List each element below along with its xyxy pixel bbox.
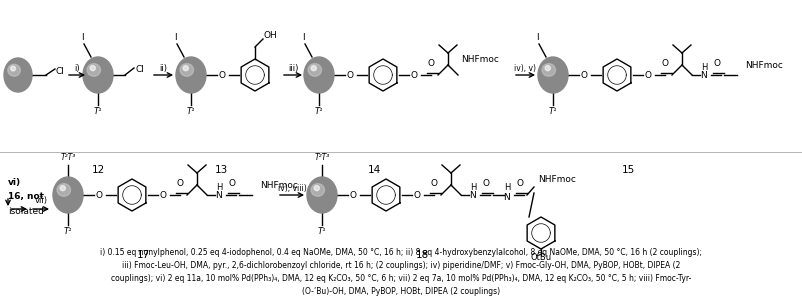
Ellipse shape: [545, 66, 549, 71]
Ellipse shape: [314, 186, 319, 191]
Text: I: I: [173, 34, 176, 42]
Ellipse shape: [10, 66, 15, 71]
Text: isolated: isolated: [8, 207, 44, 215]
Text: iv), v): iv), v): [514, 64, 536, 72]
Ellipse shape: [183, 66, 188, 71]
Ellipse shape: [310, 66, 316, 71]
Text: O: O: [482, 179, 489, 188]
Ellipse shape: [4, 58, 32, 92]
Text: i) 0.15 eq nonylphenol, 0.25 eq 4-iodophenol, 0.4 eq NaOMe, DMA, 50 °C, 16 h; ii: i) 0.15 eq nonylphenol, 0.25 eq 4-iodoph…: [100, 248, 701, 257]
Text: Cl: Cl: [55, 66, 64, 75]
Text: H: H: [503, 184, 509, 192]
Text: NHFmoc: NHFmoc: [460, 55, 498, 65]
Ellipse shape: [541, 64, 555, 76]
Text: H: H: [700, 64, 707, 72]
Text: T¹: T¹: [63, 228, 72, 237]
Text: O: O: [644, 71, 650, 79]
Ellipse shape: [57, 184, 71, 196]
Text: vii): vii): [34, 195, 47, 205]
Text: O: O: [349, 191, 356, 199]
Text: iii) Fmoc-Leu-OH, DMA, pyr., 2,6-dichlorobenzoyl chloride, rt 16 h; (2 couplings: iii) Fmoc-Leu-OH, DMA, pyr., 2,6-dichlor…: [122, 261, 679, 270]
Text: 17: 17: [136, 250, 149, 260]
Text: NHFmoc: NHFmoc: [744, 61, 782, 69]
Text: O: O: [661, 59, 668, 68]
Ellipse shape: [90, 66, 95, 71]
Text: 15: 15: [621, 165, 634, 175]
Text: I: I: [302, 34, 304, 42]
Text: couplings); vi) 2 eq 11a, 10 mol% Pd(PPh₃)₄, DMA, 12 eq K₂CO₃, 50 °C, 6 h; vii) : couplings); vi) 2 eq 11a, 10 mol% Pd(PPh…: [111, 274, 691, 283]
Text: NHFmoc: NHFmoc: [260, 181, 298, 189]
Text: N: N: [700, 72, 707, 81]
Ellipse shape: [537, 57, 567, 93]
Text: O: O: [160, 191, 166, 199]
Text: I: I: [80, 34, 83, 42]
Text: 13: 13: [214, 165, 227, 175]
Text: O: O: [95, 191, 103, 199]
Text: iii): iii): [287, 64, 298, 72]
Ellipse shape: [306, 177, 337, 213]
Text: NHFmoc: NHFmoc: [537, 175, 575, 185]
Ellipse shape: [308, 64, 321, 76]
Text: i): i): [74, 64, 79, 72]
Text: T²T³: T²T³: [60, 152, 75, 161]
Text: O: O: [346, 71, 353, 79]
Text: H: H: [216, 184, 222, 192]
Ellipse shape: [180, 64, 193, 76]
Text: 12: 12: [91, 165, 104, 175]
Text: vi): vi): [8, 178, 21, 188]
Text: O: O: [713, 59, 719, 68]
Text: N: N: [216, 191, 222, 201]
Text: O: O: [580, 71, 587, 79]
Text: T¹: T¹: [187, 108, 195, 116]
Text: O: O: [413, 191, 420, 199]
Ellipse shape: [176, 57, 206, 93]
Text: N: N: [469, 191, 476, 201]
Text: N: N: [503, 192, 510, 201]
Ellipse shape: [83, 57, 113, 93]
Text: 16, not: 16, not: [8, 191, 44, 201]
Text: O: O: [218, 71, 225, 79]
Text: 14: 14: [367, 165, 380, 175]
Text: T¹: T¹: [314, 108, 323, 116]
Text: O: O: [410, 71, 417, 79]
Text: Cl: Cl: [136, 65, 144, 75]
Text: (O-’Bu)-OH, DMA, PyBOP, HOBt, DIPEA (2 couplings): (O-’Bu)-OH, DMA, PyBOP, HOBt, DIPEA (2 c…: [302, 287, 500, 296]
Text: O: O: [176, 179, 184, 188]
Text: I: I: [535, 34, 537, 42]
Text: H: H: [469, 184, 476, 192]
Ellipse shape: [304, 57, 334, 93]
Text: T¹: T¹: [318, 228, 326, 237]
Text: OH: OH: [263, 31, 277, 39]
Ellipse shape: [87, 64, 100, 76]
Text: 18: 18: [415, 250, 428, 260]
Text: O: O: [430, 179, 437, 188]
Text: O: O: [229, 179, 235, 188]
Text: O: O: [427, 59, 434, 68]
Text: T¹: T¹: [94, 108, 102, 116]
Text: ii): ii): [160, 64, 168, 72]
Text: T²T³: T²T³: [314, 152, 329, 161]
Text: T¹: T¹: [548, 108, 557, 116]
Text: OtBu: OtBu: [530, 252, 551, 261]
Ellipse shape: [60, 186, 65, 191]
Ellipse shape: [310, 184, 324, 196]
Text: O: O: [516, 179, 523, 188]
Ellipse shape: [53, 177, 83, 213]
Ellipse shape: [8, 64, 20, 76]
Text: iv), viii): iv), viii): [277, 184, 306, 192]
